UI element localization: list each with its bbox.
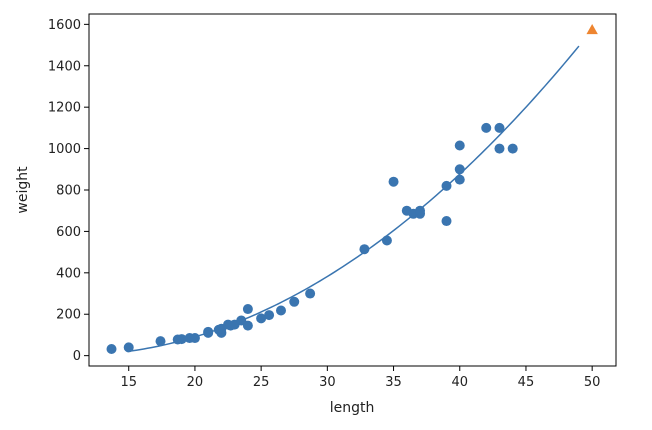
data-point <box>441 216 452 227</box>
data-point <box>359 244 370 255</box>
x-tick-label: 45 <box>518 375 535 390</box>
data-point <box>494 143 505 154</box>
data-point <box>242 304 253 315</box>
y-tick-label: 0 <box>73 349 81 364</box>
y-tick-label: 1200 <box>48 101 81 116</box>
x-tick-label: 20 <box>187 375 204 390</box>
data-point <box>264 310 275 321</box>
plot-frame <box>88 13 617 367</box>
y-tick-label: 1400 <box>48 59 81 74</box>
y-tick-label: 400 <box>56 266 81 281</box>
data-point <box>441 180 452 191</box>
data-point <box>305 288 316 299</box>
data-point <box>189 333 200 344</box>
data-point <box>106 344 117 355</box>
data-point <box>454 164 465 175</box>
new-sample-point <box>586 23 598 35</box>
data-point <box>123 342 134 353</box>
y-tick-label: 600 <box>56 225 81 240</box>
y-tick-label: 200 <box>56 308 81 323</box>
y-tick-label: 1600 <box>48 18 81 33</box>
y-axis-ticks: 0 200 400 600 800 1000 1200 1400 1600 <box>48 18 89 364</box>
x-tick-label: 40 <box>451 375 468 390</box>
data-point <box>388 176 399 187</box>
x-tick-label: 50 <box>584 375 601 390</box>
x-tick-label: 15 <box>120 375 137 390</box>
x-tick-label: 35 <box>385 375 402 390</box>
x-tick-label: 30 <box>319 375 336 390</box>
data-point <box>454 140 465 151</box>
data-point <box>494 122 505 133</box>
data-point <box>507 143 518 154</box>
x-axis-ticks: 15 20 25 30 35 40 45 50 <box>120 366 600 390</box>
x-tick-label: 25 <box>253 375 270 390</box>
data-point <box>176 334 187 345</box>
y-tick-label: 1000 <box>48 142 81 157</box>
y-axis-label: weight <box>15 166 31 214</box>
data-point <box>275 305 286 316</box>
y-tick-label: 800 <box>56 184 81 199</box>
data-point <box>481 122 492 133</box>
x-axis-label: length <box>330 400 375 416</box>
data-point <box>289 296 300 307</box>
data-point <box>203 326 214 337</box>
data-point <box>256 313 267 324</box>
data-point <box>155 336 166 347</box>
data-point <box>381 235 392 246</box>
plot-area <box>89 14 616 366</box>
data-point <box>454 174 465 185</box>
points-layer <box>106 23 598 355</box>
data-point <box>415 205 426 216</box>
data-point <box>242 320 253 331</box>
